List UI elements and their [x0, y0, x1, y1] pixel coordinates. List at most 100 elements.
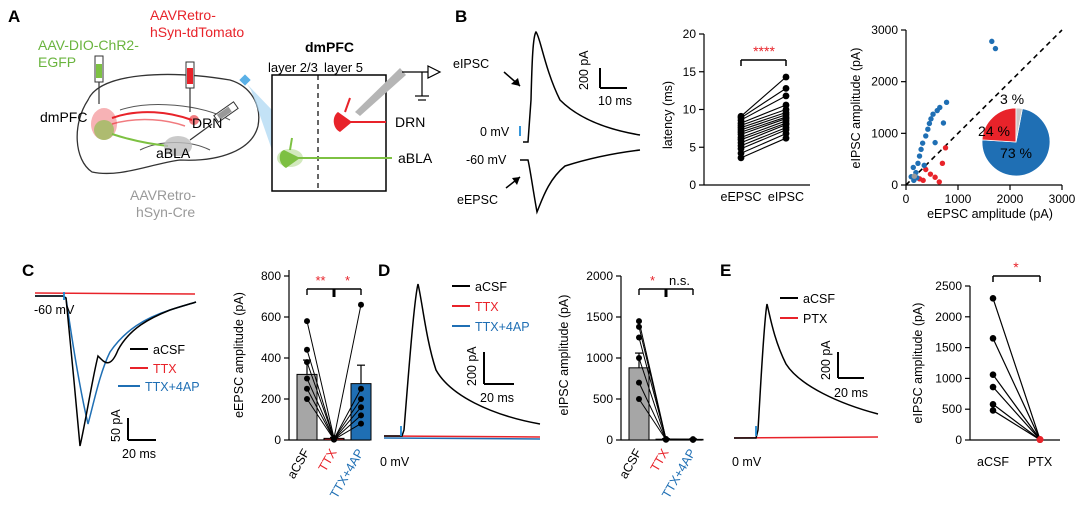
pair-line [306, 398, 335, 440]
latency-cat-epsc: eEPSC [721, 190, 762, 204]
panel-label-c: C [22, 261, 34, 280]
amp-point-red [932, 174, 938, 180]
electrode-icon [355, 68, 406, 116]
amp-ylabel: eIPSC amplitude (pA) [849, 48, 863, 169]
amp-point-blue [943, 99, 950, 106]
e-point-acsf [989, 335, 997, 342]
virus-label-green-1: AAV-DIO-ChR2- [38, 37, 139, 53]
amp-point-blue [930, 111, 936, 117]
latency-ylabel: latency (ms) [661, 81, 675, 149]
amp-xtick-label: 2000 [997, 192, 1024, 206]
latency-point-ipsc [782, 101, 790, 109]
drn-area [189, 115, 199, 125]
e-pair-line [992, 298, 1041, 440]
e-point-acsf [989, 371, 997, 379]
latency-chart: latency (ms) 0 5 10 15 20 eEPSC eIPSC **** [661, 27, 810, 204]
d-bar-chart: eIPSC amplitude (pA) 0 500 1000 1500 2000 aC… [557, 269, 704, 501]
amp-point-blue [915, 160, 921, 166]
label-abla: aBLA [156, 145, 191, 161]
data-point [304, 346, 310, 353]
latency-pair-line [740, 122, 787, 141]
red-dendrite [344, 97, 351, 113]
amp-point-red [942, 145, 949, 151]
panel-label-a: A [8, 7, 20, 26]
amp-point-red [920, 177, 926, 184]
c-legend-ttx: TTX [153, 362, 177, 376]
pair-line [306, 349, 335, 440]
e-cat-ptx: PTX [1028, 455, 1053, 469]
latency-sig-label: **** [753, 43, 775, 59]
category-label: TTX [648, 446, 672, 474]
amp-point-blue [916, 153, 923, 159]
data-point [304, 359, 310, 366]
amp-xtick-label: 1000 [945, 192, 972, 206]
amp-xtick-label: 0 [903, 192, 910, 206]
syringe-green-icon [94, 55, 104, 104]
label-dmpfc: dmPFC [40, 109, 87, 125]
amp-point-blue [910, 164, 916, 171]
latency-ytick-label: 15 [683, 65, 697, 79]
eipsc-trace [523, 30, 641, 143]
latency-point-ipsc [782, 92, 790, 100]
data-point [358, 412, 364, 419]
e-point-acsf [989, 383, 997, 391]
box-drn-label: DRN [395, 114, 425, 130]
brain-outline [76, 73, 260, 175]
latency-ytick-label: 0 [689, 178, 696, 192]
eepsc-arrowhead [512, 177, 520, 185]
e-ytick-label: 2000 [935, 310, 962, 324]
latency-pair-line [740, 87, 787, 119]
d-legend-4ap: TTX+4AP [475, 320, 530, 334]
dmpfc-green-area [94, 120, 114, 140]
amp-xtick-label: 3000 [1049, 192, 1076, 206]
panel-label-e: E [720, 261, 731, 280]
pair-line [333, 415, 362, 440]
c-legend-acsf: aCSF [153, 343, 185, 357]
D-bar-ytick-label: 500 [593, 392, 613, 406]
e-scale-x-label: 20 ms [834, 386, 868, 400]
amp-point-blue [919, 140, 926, 146]
box-abla-label: aBLA [398, 150, 433, 166]
green-neuron-glow [277, 149, 303, 167]
bar [350, 383, 372, 441]
data-point [663, 436, 669, 443]
syringe-gray-icon [189, 101, 239, 141]
pie-slice [981, 107, 1017, 143]
pie-slice [1015, 107, 1023, 143]
latency-pair-line [740, 120, 787, 138]
latency-pair-line [740, 114, 787, 131]
data-point [636, 334, 642, 341]
pair-line [306, 361, 335, 439]
eipsc-label: eIPSC [453, 57, 489, 71]
green-dendrite [289, 137, 293, 151]
latency-pair-line [740, 127, 787, 147]
D-bar-ytick-label: 2000 [586, 269, 613, 283]
d-legend-ttx: TTX [475, 300, 499, 314]
eepsc-label: eEPSC [457, 193, 498, 207]
e-point-acsf [989, 400, 997, 408]
data-point [304, 385, 310, 392]
data-point [358, 404, 364, 411]
latency-pair-line [740, 118, 787, 135]
data-point [636, 379, 642, 386]
virus-label-gray-1: AAVRetro- [130, 187, 196, 203]
sig-label-1: ** [315, 273, 325, 288]
amp-point-blue [932, 139, 938, 146]
amp-point-blue [925, 126, 931, 132]
amplifier-icon [427, 65, 442, 79]
data-point [636, 396, 642, 402]
category-label: TTX [316, 446, 340, 474]
latency-point-ipsc [782, 73, 790, 81]
data-point [304, 318, 310, 325]
amp-point-blue [921, 162, 927, 169]
D-bar-ytick-label: 0 [606, 433, 613, 447]
projection-abla [111, 133, 169, 147]
panel-label-d: D [378, 261, 390, 280]
pair-line [638, 357, 667, 440]
e-sig-label: * [1013, 259, 1019, 275]
amp-point-blue [937, 104, 943, 111]
e-ylabel: eIPSC amplitude (pA) [911, 303, 925, 424]
d-legend-acsf: aCSF [475, 280, 507, 294]
latency-pair-line [740, 76, 787, 117]
